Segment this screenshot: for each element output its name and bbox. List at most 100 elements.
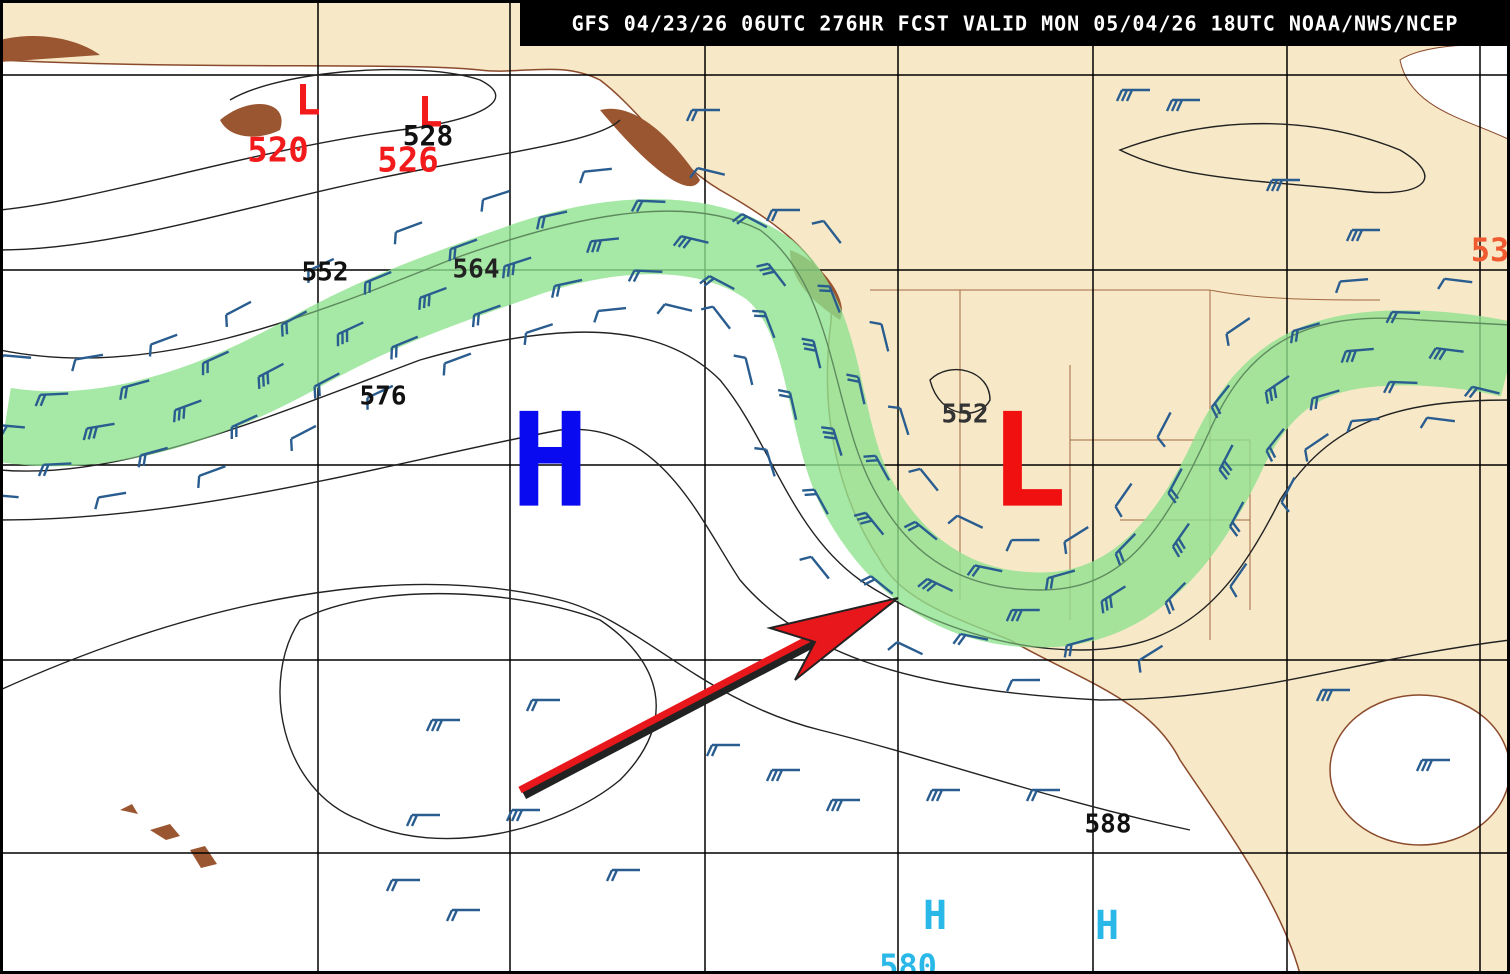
wind-barb — [1385, 310, 1421, 324]
wind-barb — [731, 213, 768, 229]
wind-barb — [393, 221, 423, 245]
wind-barb — [313, 372, 340, 399]
wind-barb — [536, 210, 568, 230]
wind-barb — [846, 373, 866, 405]
wind-barb — [1218, 444, 1234, 481]
wind-barb — [1228, 501, 1245, 537]
wind-barb — [869, 320, 890, 352]
wind-barb — [903, 520, 938, 541]
wind-barb — [137, 446, 169, 468]
wind-barb — [385, 878, 420, 892]
wind-barb — [1289, 322, 1321, 344]
wind-barb — [947, 514, 984, 529]
wind-barb — [627, 269, 663, 283]
wind-barb — [777, 388, 798, 421]
map-label: 564 — [453, 255, 500, 285]
wind-barb — [425, 718, 460, 732]
wind-barb — [0, 493, 19, 506]
wind-barb — [630, 199, 666, 213]
map-label: 552 — [942, 400, 989, 430]
wind-barb — [0, 423, 25, 437]
wind-barb — [501, 256, 532, 279]
wind-barb — [1210, 384, 1231, 419]
wind-barb — [471, 304, 501, 328]
map-label: H — [511, 385, 589, 537]
wind-barb — [1340, 347, 1374, 364]
wind-barb — [289, 424, 317, 452]
wind-barb — [257, 362, 285, 389]
wind-barb — [1100, 585, 1127, 614]
wind-barb — [917, 577, 954, 593]
map-label: 552 — [302, 258, 349, 288]
wind-barb — [887, 405, 910, 436]
wind-barb — [523, 323, 554, 345]
wind-barb — [817, 284, 841, 313]
wind-barb — [201, 350, 230, 376]
wind-barb — [952, 632, 989, 646]
map-label: L — [417, 88, 442, 137]
wind-barb — [966, 564, 1003, 577]
wind-barb — [811, 219, 842, 244]
wind-barb — [586, 237, 620, 254]
map-label: 588 — [1085, 810, 1132, 840]
wind-barb — [1415, 758, 1450, 772]
wind-barb — [593, 306, 627, 323]
wind-barb — [1171, 522, 1190, 558]
wind-barb — [765, 768, 800, 782]
wind-barb — [825, 798, 860, 812]
wind-barb — [363, 270, 392, 295]
wind-barb — [756, 262, 787, 287]
wind-barb — [699, 274, 735, 291]
wind-barb — [1346, 417, 1380, 433]
wind-barb — [148, 333, 178, 357]
wind-barb — [1137, 644, 1164, 673]
map-label: L — [295, 76, 320, 125]
wind-barb — [1229, 562, 1248, 598]
wind-barb — [578, 167, 612, 184]
wind-barb — [172, 399, 202, 423]
wind-barb — [765, 208, 800, 222]
wind-barb — [799, 555, 830, 580]
wind-barb — [1345, 228, 1380, 242]
wind-barb — [705, 743, 740, 757]
wind-barb — [605, 868, 640, 882]
wind-barb — [336, 321, 364, 347]
wind-barb — [119, 379, 150, 400]
wind-barb — [754, 446, 776, 477]
wind-barb — [445, 908, 480, 922]
wind-barb — [700, 305, 731, 330]
wind-barb — [1063, 526, 1089, 555]
wind-barb — [390, 335, 419, 360]
wind-barb — [37, 462, 72, 477]
wind-barb — [550, 278, 583, 298]
wind-barb — [1115, 88, 1150, 102]
map-label: L — [989, 385, 1067, 537]
wind-barb — [821, 426, 843, 456]
wind-barb — [801, 337, 822, 369]
wind-barb — [1114, 532, 1137, 566]
wind-barb — [863, 454, 891, 481]
wind-barb — [1265, 428, 1285, 463]
map-label: 526 — [377, 141, 438, 181]
wind-barb — [1382, 380, 1418, 394]
wind-barb — [887, 641, 924, 656]
wind-barb — [1156, 411, 1172, 448]
wind-barb — [1063, 636, 1094, 658]
wind-barb — [1334, 278, 1369, 294]
wind-barb — [853, 511, 885, 536]
wind-barb — [480, 189, 510, 212]
header-bar — [520, 0, 1510, 46]
wind-barb — [685, 108, 720, 122]
map-label: 580 — [879, 947, 937, 974]
wind-barb — [752, 309, 776, 339]
wind-barb — [656, 303, 693, 315]
map-label: 528 — [403, 119, 454, 152]
map-label: H — [923, 893, 947, 939]
wind-barb — [82, 422, 115, 441]
map-label: 520 — [247, 131, 308, 171]
wind-barb — [1309, 389, 1340, 411]
arrow — [518, 597, 899, 799]
map-label: 53 — [1471, 231, 1510, 269]
